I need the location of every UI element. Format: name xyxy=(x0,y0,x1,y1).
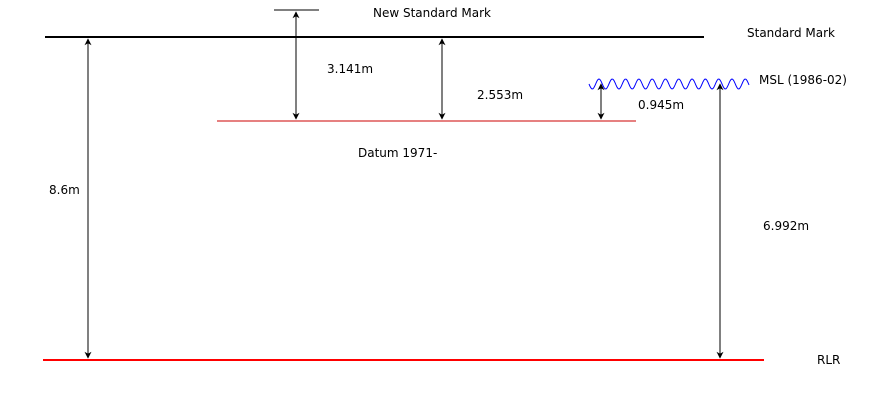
measure-new-mark-to-datum: 3.141m xyxy=(327,62,373,76)
msl-wave-line xyxy=(588,78,750,90)
standard-mark-label: Standard Mark xyxy=(747,26,835,40)
measure-standard-to-rlr: 8.6m xyxy=(49,183,80,197)
rlr-label: RLR xyxy=(817,353,840,367)
new-standard-mark-label: New Standard Mark xyxy=(373,6,491,20)
msl-label: MSL (1986-02) xyxy=(759,73,847,87)
measure-msl-to-rlr: 6.992m xyxy=(763,219,809,233)
measure-standard-to-datum: 2.553m xyxy=(477,88,523,102)
datum-label: Datum 1971- xyxy=(358,146,437,160)
measure-msl-to-datum: 0.945m xyxy=(638,98,684,112)
